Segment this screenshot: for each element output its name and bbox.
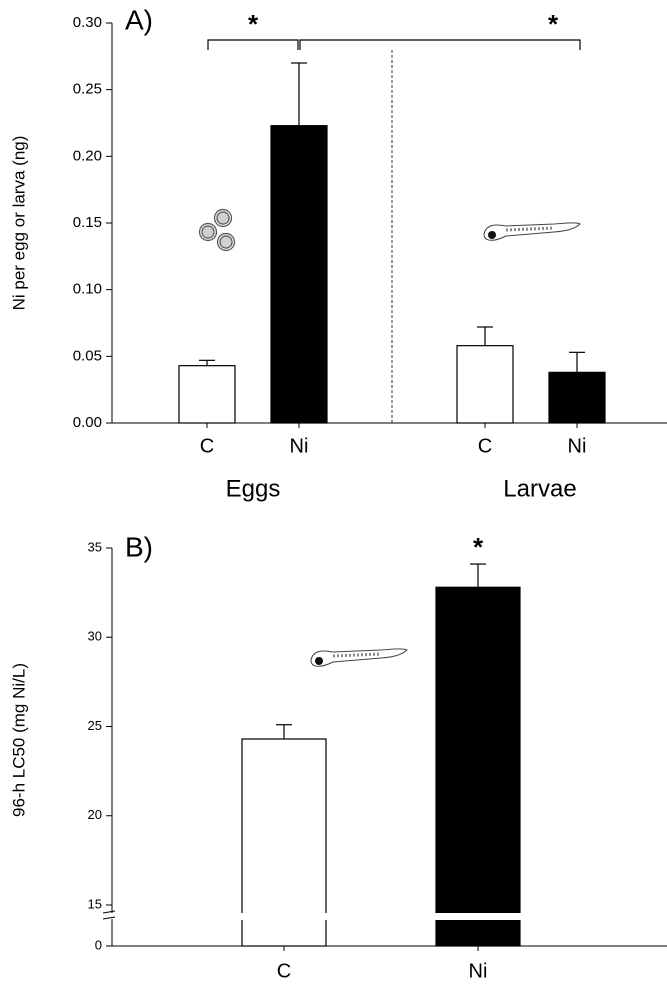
larva-icon — [310, 648, 408, 667]
x-tick-label: Ni — [290, 435, 309, 457]
axis-break-mark — [102, 916, 116, 920]
y-tick-label: 0 — [95, 937, 102, 952]
y-tick-label: 0.25 — [73, 81, 102, 98]
y-tick-label: 0.20 — [73, 147, 102, 164]
x-tick-label: Ni — [469, 960, 488, 982]
y-axis-title: Ni per egg or larva (ng) — [9, 136, 28, 311]
x-tick-label: Ni — [568, 435, 587, 457]
y-tick-label: 15 — [88, 896, 102, 911]
significance-star: * — [473, 532, 484, 562]
bar — [270, 125, 328, 424]
bar — [241, 738, 327, 947]
bar — [435, 586, 521, 947]
bar — [548, 371, 606, 424]
group-label: Eggs — [226, 475, 281, 502]
significance-bracket — [299, 39, 581, 50]
y-tick-label: 0.00 — [73, 414, 102, 431]
axis-break-gap — [241, 913, 327, 920]
panel-label: B) — [125, 531, 153, 562]
y-tick-label: 30 — [88, 629, 102, 644]
bar — [178, 365, 236, 424]
panel-label: A) — [125, 4, 153, 35]
significance-bracket — [207, 39, 299, 50]
y-tick-label: 0.05 — [73, 347, 102, 364]
group-label: Larvae — [503, 475, 576, 502]
axis-break-mark — [102, 910, 116, 914]
y-tick-label: 35 — [88, 539, 102, 554]
x-tick-label: C — [277, 960, 291, 982]
x-tick-label: C — [200, 435, 214, 457]
y-tick-label: 0.15 — [73, 214, 102, 231]
significance-star: * — [248, 9, 259, 39]
bar — [456, 345, 514, 424]
y-axis-title: 96-h LC50 (mg Ni/L) — [9, 663, 28, 817]
y-tick-label: 20 — [88, 807, 102, 822]
eggs-icon — [198, 208, 236, 252]
significance-star: * — [548, 9, 559, 39]
y-tick-label: 0.30 — [73, 14, 102, 31]
larva-icon — [483, 222, 581, 241]
x-tick-label: C — [478, 435, 492, 457]
y-tick-label: 0.10 — [73, 281, 102, 298]
axis-break-gap — [104, 913, 116, 919]
y-tick-label: 25 — [88, 718, 102, 733]
axis-break-gap — [435, 913, 521, 920]
